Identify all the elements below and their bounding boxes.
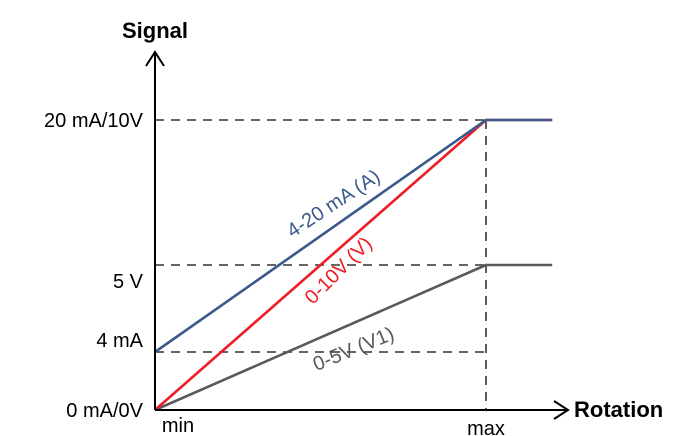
series-label-4-20ma: 4-20 mA (A) [283, 166, 384, 243]
series-label-0-5v: 0-5V (V1) [310, 323, 398, 376]
x-tick-label-max: max [467, 418, 505, 436]
y-tick-label-4ma: 4 mA [96, 330, 143, 352]
series-lines [154, 118, 553, 412]
x-axis-arrow-icon [553, 400, 570, 420]
y-axis-arrow-icon [145, 50, 165, 67]
x-tick-label-min: min [162, 415, 194, 436]
y-tick-label-5v: 5 V [113, 271, 144, 293]
y-tick-label-0: 0 mA/0V [66, 400, 143, 422]
y-axis-title: Signal [122, 18, 188, 43]
x-axis-title: Rotation [574, 397, 663, 422]
series-line-0 [154, 118, 553, 354]
series-line-2 [154, 263, 553, 412]
y-tick-label-top: 20 mA/10V [44, 110, 144, 132]
